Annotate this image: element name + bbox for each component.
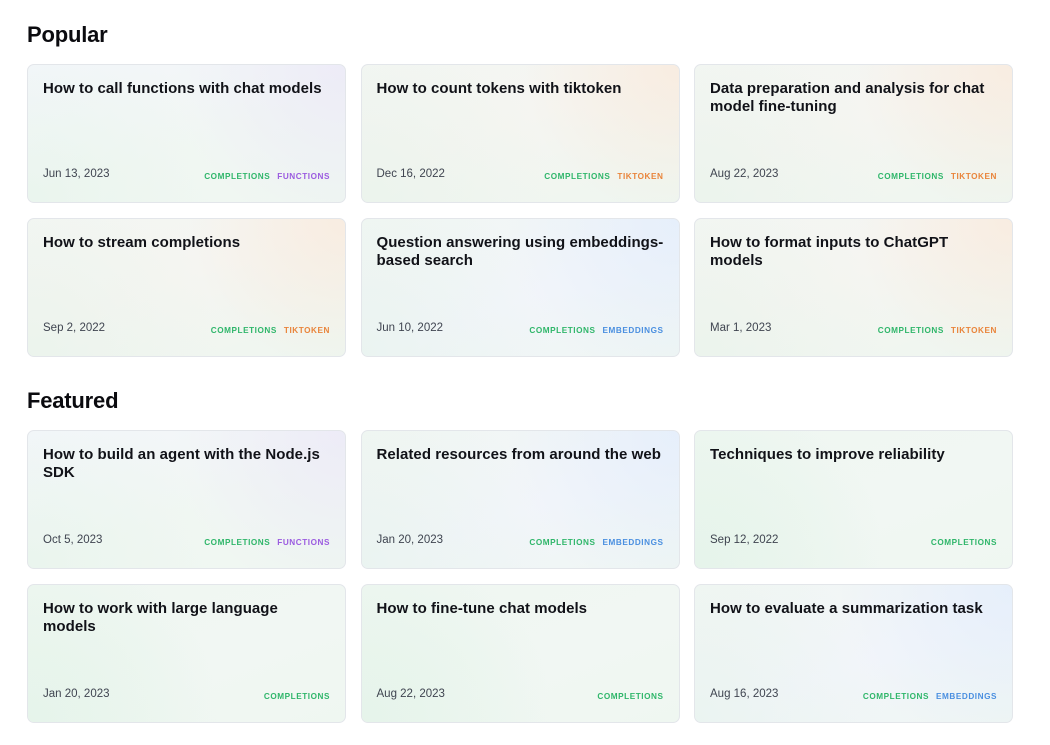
article-card[interactable]: How to build an agent with the Node.js S… <box>27 430 346 569</box>
tag-completions: COMPLETIONS <box>544 172 611 181</box>
article-card[interactable]: How to work with large language models Ja… <box>27 584 346 723</box>
tag-completions: COMPLETIONS <box>529 538 596 547</box>
tag-functions: FUNCTIONS <box>277 172 330 181</box>
card-title: How to stream completions <box>43 234 241 251</box>
card-tags: COMPLETIONS <box>931 538 997 548</box>
popular-heading: Popular <box>27 22 108 47</box>
article-card[interactable]: Related resources from around the web Jan… <box>360 430 680 569</box>
card-date: Jan 20, 2023 <box>376 534 444 546</box>
card-tags: COMPLETIONS TIKTOKEN <box>878 326 997 336</box>
card-tags: COMPLETIONS TIKTOKEN <box>544 172 663 182</box>
card-tags: COMPLETIONS FUNCTIONS <box>204 172 330 182</box>
card-tags: COMPLETIONS EMBEDDINGS <box>529 538 663 548</box>
tag-completions: COMPLETIONS <box>210 326 277 335</box>
tag-tiktoken: TIKTOKEN <box>950 172 997 181</box>
tag-embeddings: EMBEDDINGS <box>602 538 664 547</box>
tag-completions: COMPLETIONS <box>862 692 929 701</box>
card-title: How to count tokens with tiktoken <box>376 80 622 97</box>
card-title: Related resources from around the web <box>376 446 661 463</box>
card-tags: COMPLETIONS TIKTOKEN <box>211 326 330 336</box>
card-title: Data preparation and analysis for chat m… <box>710 80 985 115</box>
tag-tiktoken: TIKTOKEN <box>283 326 330 335</box>
card-date: Aug 22, 2023 <box>376 688 445 700</box>
card-tags: COMPLETIONS EMBEDDINGS <box>529 326 663 336</box>
tag-tiktoken: TIKTOKEN <box>617 172 664 181</box>
card-title: Techniques to improve reliability <box>710 446 945 463</box>
tag-functions: FUNCTIONS <box>277 538 330 547</box>
card-tags: COMPLETIONS <box>597 692 663 702</box>
card-date: Sep 12, 2022 <box>710 534 779 546</box>
article-card[interactable]: How to fine-tune chat models Aug 22, 2023… <box>360 584 680 723</box>
article-card[interactable]: How to format inputs to ChatGPT models Ma… <box>694 218 1013 357</box>
tag-embeddings: EMBEDDINGS <box>936 692 997 701</box>
article-card[interactable]: How to call functions with chat models Ju… <box>27 64 346 203</box>
card-date: Aug 16, 2023 <box>710 688 779 700</box>
card-title: How to call functions with chat models <box>43 80 322 97</box>
featured-grid: How to build an agent with the Node.js S… <box>27 430 1013 723</box>
article-card[interactable]: How to evaluate a summarization task Aug … <box>694 584 1013 723</box>
card-date: Dec 16, 2022 <box>376 168 445 180</box>
card-title: Question answering using embeddings-base… <box>376 234 664 269</box>
tag-completions: COMPLETIONS <box>204 538 271 547</box>
article-card[interactable]: Question answering using embeddings-base… <box>360 218 680 357</box>
tag-completions: COMPLETIONS <box>529 326 596 335</box>
article-card[interactable]: Data preparation and analysis for chat m… <box>694 64 1013 203</box>
card-date: Oct 5, 2023 <box>43 534 103 546</box>
tag-completions: COMPLETIONS <box>204 172 271 181</box>
card-date: Jun 13, 2023 <box>43 168 110 180</box>
tag-embeddings: EMBEDDINGS <box>602 326 664 335</box>
card-date: Sep 2, 2022 <box>43 322 106 334</box>
card-tags: COMPLETIONS FUNCTIONS <box>204 538 330 548</box>
popular-grid: How to call functions with chat models Ju… <box>27 64 1013 357</box>
tag-completions: COMPLETIONS <box>877 172 944 181</box>
tag-completions: COMPLETIONS <box>263 692 330 701</box>
article-card[interactable]: How to count tokens with tiktoken Dec 16,… <box>360 64 680 203</box>
tag-completions: COMPLETIONS <box>877 326 944 335</box>
card-title: How to work with large language models <box>43 600 278 635</box>
card-title: How to fine-tune chat models <box>376 600 588 617</box>
card-title: How to format inputs to ChatGPT models <box>710 234 949 269</box>
card-title: How to build an agent with the Node.js S… <box>43 446 320 481</box>
card-date: Aug 22, 2023 <box>710 168 779 180</box>
card-tags: COMPLETIONS TIKTOKEN <box>878 172 997 182</box>
card-title: How to evaluate a summarization task <box>710 600 983 617</box>
article-card[interactable]: Techniques to improve reliability Sep 12,… <box>694 430 1013 569</box>
featured-heading: Featured <box>27 388 119 413</box>
card-date: Mar 1, 2023 <box>710 322 772 334</box>
card-tags: COMPLETIONS EMBEDDINGS <box>863 692 997 702</box>
card-tags: COMPLETIONS <box>264 692 330 702</box>
tag-completions: COMPLETIONS <box>930 538 997 547</box>
tag-completions: COMPLETIONS <box>597 692 664 701</box>
article-card[interactable]: How to stream completions Sep 2, 2022 COMP… <box>27 218 346 357</box>
card-date: Jan 20, 2023 <box>43 688 110 700</box>
card-date: Jun 10, 2022 <box>376 322 444 334</box>
tag-tiktoken: TIKTOKEN <box>950 326 997 335</box>
